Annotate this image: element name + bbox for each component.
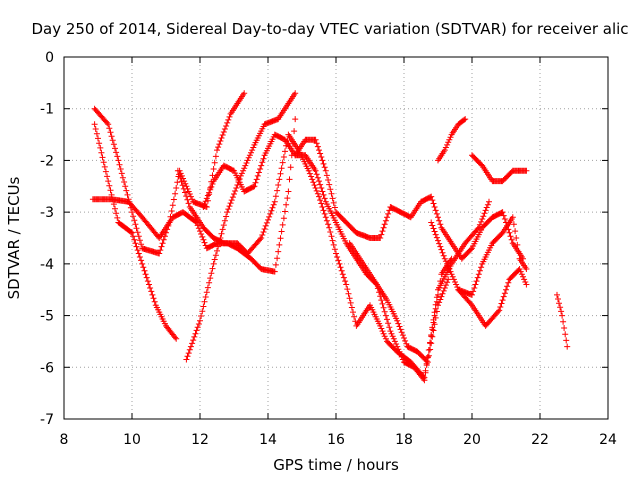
x-tick-label: 8 bbox=[60, 432, 69, 448]
y-tick-label: -3 bbox=[40, 205, 54, 221]
y-tick-labels: 0 -1 -2 -3 -4 -5 -6 -7 bbox=[40, 50, 54, 428]
plus-markers bbox=[200, 131, 452, 366]
x-tick-label: 12 bbox=[191, 432, 209, 448]
series-trace-a bbox=[91, 90, 248, 257]
x-axis-label: GPS time / hours bbox=[273, 456, 399, 474]
series-trace-g bbox=[292, 136, 526, 262]
x-tick-label: 10 bbox=[123, 432, 141, 448]
x-tick-label: 14 bbox=[259, 432, 277, 448]
x-tick-label: 24 bbox=[599, 432, 617, 448]
series-trace-h bbox=[346, 198, 492, 384]
x-tick-labels: 8 10 12 14 16 18 20 22 24 bbox=[60, 432, 617, 448]
x-tick-label: 16 bbox=[327, 432, 345, 448]
data-marks bbox=[89, 90, 571, 384]
y-tick-label: -6 bbox=[40, 360, 54, 376]
axis-ticks bbox=[63, 56, 609, 420]
chart-title: Day 250 of 2014, Sidereal Day-to-day VTE… bbox=[31, 20, 628, 38]
plus-markers bbox=[183, 90, 299, 363]
plus-markers bbox=[292, 136, 526, 262]
series-trace-k bbox=[435, 116, 469, 164]
y-tick-label: -5 bbox=[40, 309, 54, 325]
plus-markers bbox=[435, 116, 469, 164]
plus-markers bbox=[346, 198, 492, 384]
plus-markers bbox=[428, 214, 530, 298]
series-trace-f bbox=[200, 131, 452, 366]
y-tick-label: -1 bbox=[40, 102, 54, 118]
series-trace-l bbox=[469, 152, 530, 185]
series-trace-d bbox=[183, 90, 299, 363]
plus-markers bbox=[554, 291, 571, 350]
plus-markers bbox=[89, 116, 299, 275]
plus-markers bbox=[469, 152, 530, 185]
series-trace-i bbox=[455, 266, 530, 329]
y-tick-label: -2 bbox=[40, 153, 54, 169]
x-tick-label: 20 bbox=[463, 432, 481, 448]
series-trace-c bbox=[89, 116, 299, 275]
series-trace-m bbox=[554, 291, 571, 350]
plus-markers bbox=[91, 90, 248, 257]
x-tick-label: 22 bbox=[531, 432, 549, 448]
series-trace-j bbox=[428, 214, 530, 298]
y-tick-label: 0 bbox=[45, 50, 54, 66]
grid-lines bbox=[64, 57, 608, 419]
x-tick-label: 18 bbox=[395, 432, 413, 448]
plus-markers bbox=[455, 266, 530, 329]
y-tick-label: -4 bbox=[40, 257, 54, 273]
y-axis-label: SDTVAR / TECUs bbox=[5, 176, 23, 299]
y-tick-label: -7 bbox=[40, 412, 54, 428]
